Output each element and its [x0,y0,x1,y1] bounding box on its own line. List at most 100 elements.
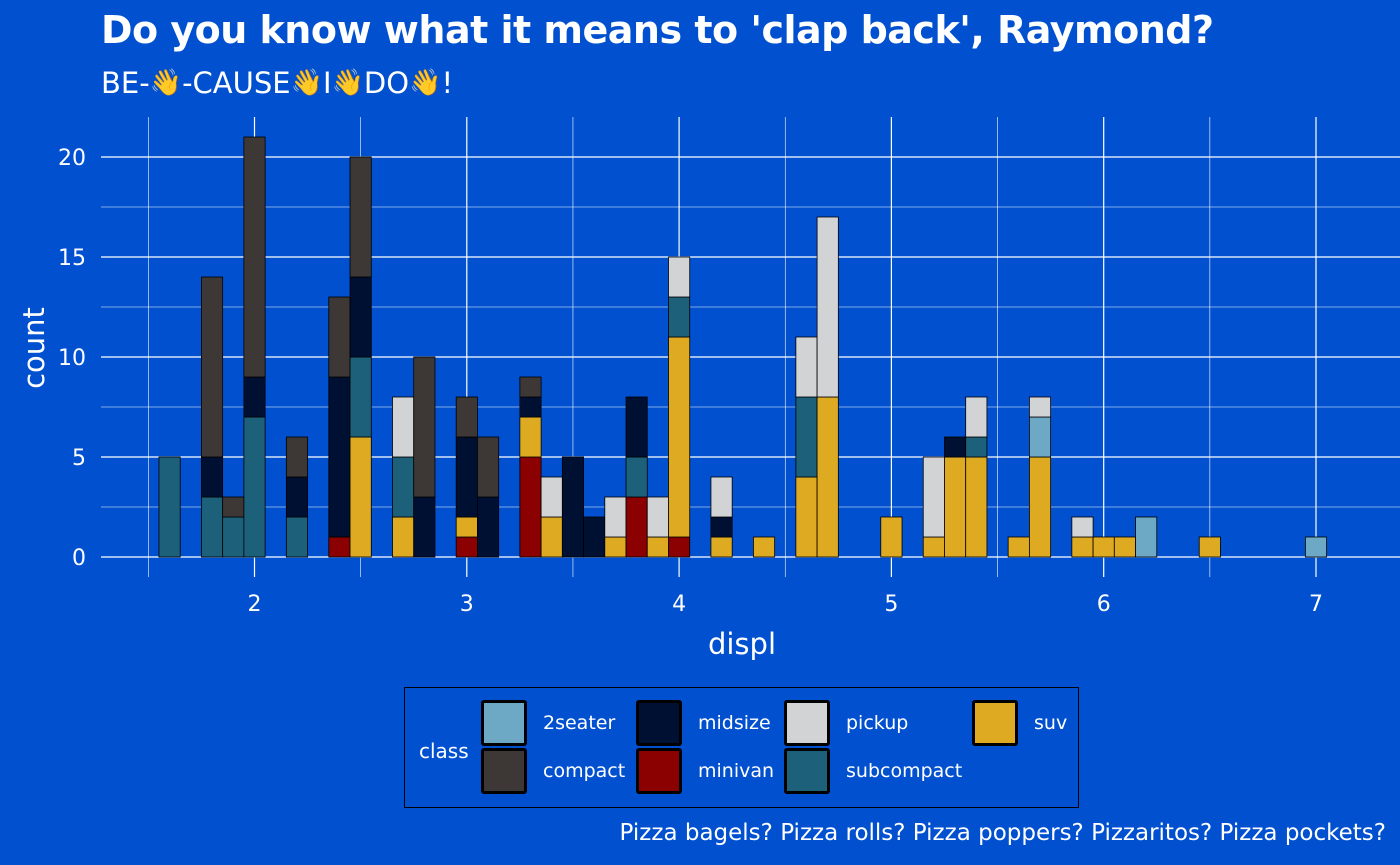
legend-label-subcompact: subcompact [846,760,963,782]
x-tick-label: 3 [460,592,474,617]
legend-label-compact: compact [543,760,626,782]
stacked-bars [158,136,1328,558]
bar-segment-compact [285,436,308,478]
bar-segment-subcompact [222,516,245,558]
bar-segment-pickup [604,496,627,538]
y-tick-label: 10 [58,346,86,371]
x-tick-label: 4 [672,592,686,617]
bar-segment-minivan [625,496,648,558]
bar-segment-subcompact [349,356,372,438]
bar-segment-suv [753,536,776,558]
bar-segment-midsize [583,516,606,558]
y-tick-label: 15 [58,246,86,271]
bar-segment-suv [455,516,478,538]
bar-segment-compact [243,136,266,378]
legend-label-midsize: midsize [698,712,771,734]
subtitle-part-do: DO [363,66,410,100]
bar-segment-subcompact [243,416,266,558]
bar-segment-subcompact [795,396,818,478]
bar-segment-midsize [625,396,648,458]
bar-segment-suv [668,336,691,538]
bar-segment-suv [1028,456,1052,558]
bar-segment-subcompact [158,456,181,558]
bar-segment-midsize [285,476,308,518]
bar-segment-subcompact [965,436,988,458]
legend-key-compact [481,748,527,794]
subtitle-part-i: I [322,66,332,100]
bar-segment-subcompact [668,296,691,338]
legend-label-2seater: 2seater [543,712,616,734]
bar-segment-suv [922,536,945,558]
bar-segment-suv [880,516,903,558]
bar-segment-pickup [1071,516,1094,538]
bar-segment-compact [413,356,436,498]
legend-key-minivan [636,748,682,794]
bar-segment-minivan [668,536,691,558]
y-tick-label: 5 [72,446,86,471]
bar-segment-compact [455,396,478,438]
bar-segment-compact [349,156,372,278]
bar-segment-subcompact [201,496,224,558]
bar-segment-midsize [710,516,733,538]
clapping-hand-icon: 👋 [409,68,442,98]
bar-segment-pickup [668,256,691,298]
x-tick-label: 7 [1309,592,1323,617]
clapping-hand-icon: 👋 [290,68,323,98]
bar-segment-2seater [1028,416,1052,458]
bar-segment-2seater [1304,536,1328,558]
x-tick-label: 5 [884,592,898,617]
subtitle-part-cause: -CAUSE [182,66,291,100]
bar-segment-suv [540,516,563,558]
axis-ticks: 0 5 10 15 20 2 3 4 5 6 7 [58,146,1323,617]
chart-title: Do you know what it means to 'clap back'… [101,8,1214,52]
legend-label-suv: suv [1034,712,1068,734]
y-axis-title: count [17,307,51,389]
bar-segment-suv [816,396,839,558]
x-tick-label: 2 [248,592,262,617]
bar-segment-suv [944,456,967,558]
bar-segment-minivan [519,456,542,558]
bar-segment-subcompact [625,456,648,498]
bar-segment-pickup [816,216,839,398]
y-tick-label: 0 [72,546,86,571]
bar-segment-pickup [795,336,818,398]
legend-key-subcompact [784,748,830,794]
bar-segment-pickup [922,456,945,538]
bar-segment-suv [646,536,669,558]
bar-segment-midsize [243,376,266,418]
x-axis-title: displ [708,627,776,661]
clapping-hand-icon: 👋 [331,68,364,98]
bar-segment-pickup [392,396,415,458]
bar-segment-pickup [965,396,988,438]
bar-segment-suv [519,416,542,458]
bar-segment-midsize [413,496,436,558]
bar-segment-midsize [328,376,351,538]
bar-segment-suv [1007,536,1030,558]
bar-segment-suv [710,536,733,558]
subtitle-part-be: BE- [101,66,150,100]
bar-segment-suv [1113,536,1136,558]
chart-subtitle: BE- 👋 -CAUSE 👋 I 👋 DO 👋 ! [101,66,453,100]
bar-segment-compact [328,296,351,378]
legend-key-midsize [636,700,682,746]
legend: class 2seater compact midsize minivan pi… [404,687,1079,808]
bar-segment-suv [392,516,415,558]
bar-segment-compact [477,436,500,498]
legend-title: class [419,739,469,763]
legend-label-minivan: minivan [698,760,775,782]
bar-segment-suv [1071,536,1094,558]
bar-segment-compact [201,276,224,458]
bar-segment-2seater [1135,516,1158,558]
legend-label-pickup: pickup [846,712,909,734]
bar-segment-compact [519,376,542,398]
bar-segment-suv [349,436,372,558]
bar-segment-midsize [455,436,478,518]
bar-segment-minivan [455,536,478,558]
chart-caption: Pizza bagels? Pizza rolls? Pizza poppers… [619,820,1386,846]
bar-segment-minivan [328,536,351,558]
bar-segment-suv [795,476,818,558]
clapping-hand-icon: 👋 [149,68,183,98]
subtitle-part-bang: ! [441,66,454,100]
bar-segment-suv [965,456,988,558]
